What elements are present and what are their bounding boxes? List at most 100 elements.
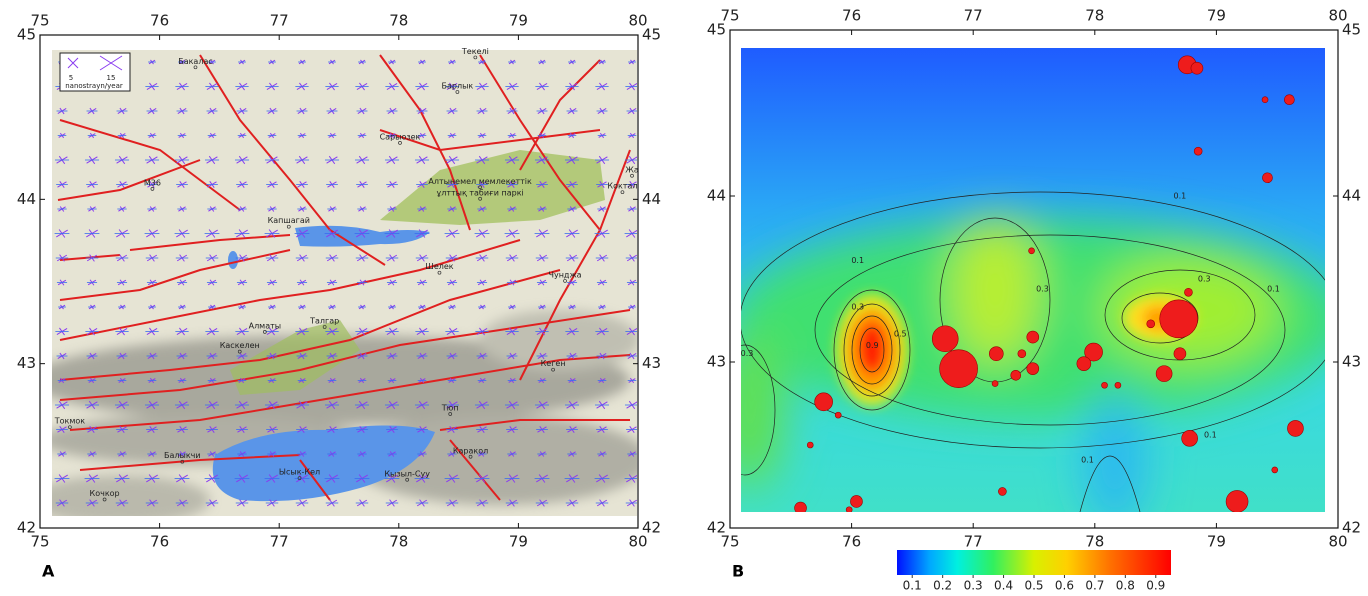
- y-tick-label: 44: [642, 190, 661, 208]
- event: [1226, 490, 1248, 512]
- event: [1287, 420, 1303, 436]
- y-tick-label: 45: [642, 26, 661, 44]
- event: [835, 412, 841, 418]
- event: [846, 507, 852, 513]
- event: [1018, 350, 1026, 358]
- event: [1077, 357, 1091, 371]
- colorbar-tick-label: 0.1: [903, 579, 922, 593]
- y-tick-label: 44: [707, 187, 726, 205]
- contour-label: 0.1: [851, 256, 864, 265]
- x-tick-label: 76: [842, 533, 861, 551]
- place-name: Барлык: [442, 81, 474, 90]
- y-tick-label: 43: [1342, 353, 1361, 371]
- x-tick-label: 77: [270, 533, 289, 551]
- x-tick-label: 77: [964, 7, 983, 25]
- place-name: Коктал: [607, 182, 637, 191]
- event: [1191, 62, 1203, 74]
- legend-scale: 15: [107, 74, 116, 82]
- place-name: Алматы: [249, 321, 282, 330]
- y-tick-label: 45: [707, 21, 726, 39]
- place-name: Сарыозек: [380, 132, 421, 141]
- place-name: Ысык-Кел: [279, 468, 320, 477]
- event: [998, 487, 1006, 495]
- contour-label: 0.1: [1267, 284, 1280, 293]
- place-name: Бакалас: [178, 57, 213, 66]
- event: [932, 326, 958, 352]
- y-tick-label: 43: [17, 354, 36, 372]
- colorbar-tick-label: 0.5: [1024, 579, 1043, 593]
- y-tick-label: 44: [1342, 187, 1361, 205]
- y-tick-label: 42: [642, 519, 661, 537]
- x-tick-label: 79: [509, 12, 528, 30]
- event: [992, 381, 998, 387]
- event: [1027, 331, 1039, 343]
- x-tick-label: 76: [150, 533, 169, 551]
- place-name: Чунджа: [548, 270, 581, 279]
- panel-label: A: [42, 562, 55, 581]
- contour-label: 0.1: [1174, 192, 1187, 201]
- y-tick-label: 43: [642, 354, 661, 372]
- contour-label: 0.1: [1081, 455, 1094, 464]
- x-tick-label: 79: [509, 533, 528, 551]
- x-tick-label: 78: [389, 533, 408, 551]
- colorbar-tick-label: 0.9: [1146, 579, 1165, 593]
- colorbar-tick-label: 0.8: [1116, 579, 1135, 593]
- place-name: Тюп: [441, 404, 459, 413]
- colorbar-tick-label: 0.7: [1085, 579, 1104, 593]
- y-tick-label: 42: [707, 519, 726, 537]
- event: [1160, 300, 1198, 338]
- x-tick-label: 77: [270, 12, 289, 30]
- contour-label: 0.9: [866, 341, 879, 350]
- event: [850, 495, 862, 507]
- y-tick-label: 45: [1342, 21, 1361, 39]
- x-tick-label: 77: [964, 533, 983, 551]
- place-name: М36: [144, 178, 161, 187]
- event: [989, 347, 1003, 361]
- event: [1027, 363, 1039, 375]
- contour-label: 0.5: [894, 329, 907, 338]
- event: [807, 442, 813, 448]
- place-name: Кеген: [541, 359, 566, 368]
- place-name: Шелек: [425, 262, 454, 271]
- place-name: Кочкор: [90, 489, 120, 498]
- place-name: Каскелен: [220, 341, 260, 350]
- place-name: Токмок: [54, 417, 86, 426]
- event: [940, 350, 978, 388]
- event: [1284, 95, 1294, 105]
- event: [815, 393, 833, 411]
- x-tick-label: 78: [1085, 533, 1104, 551]
- contour-label: 0.3: [851, 303, 864, 312]
- y-tick-label: 44: [17, 190, 36, 208]
- event: [1156, 366, 1172, 382]
- place-name: Балыкчи: [164, 451, 201, 460]
- colorbar-tick-label: 0.2: [933, 579, 952, 593]
- base-map: [30, 50, 650, 525]
- y-tick-label: 43: [707, 353, 726, 371]
- event: [1262, 173, 1272, 183]
- place-name: Жа: [625, 165, 639, 174]
- event: [1272, 467, 1278, 473]
- place-name: ұлттық табиғи паркі: [436, 188, 523, 197]
- colorbar-tick-label: 0.6: [1055, 579, 1074, 593]
- event: [1194, 147, 1202, 155]
- x-tick-label: 76: [150, 12, 169, 30]
- place-name: Кызыл-Суу: [384, 469, 430, 478]
- event: [1029, 248, 1035, 254]
- colorbar-tick-label: 0.3: [964, 579, 983, 593]
- legend-unit: nanostrayn/year: [65, 82, 123, 90]
- contour-label: 0.3: [1036, 284, 1049, 293]
- event: [1147, 320, 1155, 328]
- colorbar: [897, 550, 1171, 575]
- y-tick-label: 45: [17, 26, 36, 44]
- event: [1102, 382, 1108, 388]
- x-tick-label: 79: [1207, 533, 1226, 551]
- x-tick-label: 76: [842, 7, 861, 25]
- event: [1184, 288, 1192, 296]
- place-name: Каракол: [453, 446, 488, 455]
- legend-scale: 5: [69, 74, 73, 82]
- contour-label: 0.3: [1198, 275, 1211, 284]
- x-tick-label: 78: [389, 12, 408, 30]
- colorbar-tick-label: 0.4: [994, 579, 1013, 593]
- place-name: Капшагай: [268, 216, 310, 225]
- contour-map: 0.10.10.30.30.50.90.30.10.30.10.1: [715, 48, 1350, 530]
